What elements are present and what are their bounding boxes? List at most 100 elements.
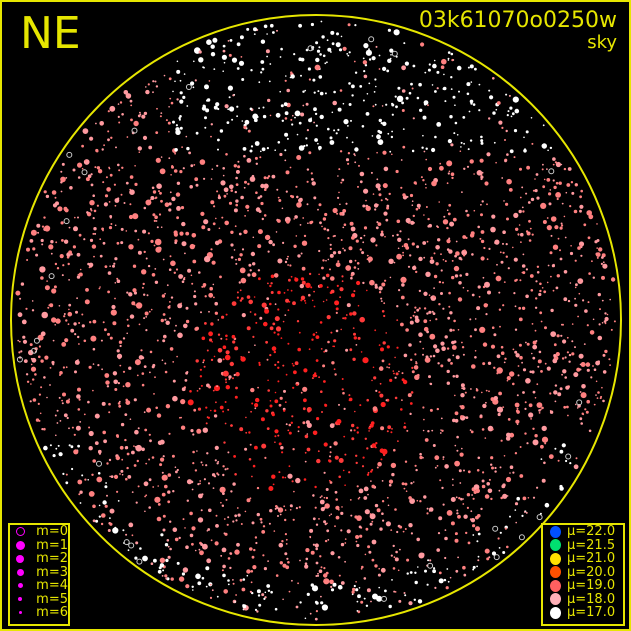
star-mark (381, 282, 386, 287)
star-mark (570, 181, 574, 184)
star-mark (279, 513, 282, 516)
star-mark (267, 560, 269, 562)
star-mark (319, 284, 323, 288)
star-mark (432, 444, 436, 447)
star-mark (463, 167, 466, 170)
star-mark (63, 239, 69, 244)
star-mark (532, 496, 536, 499)
bright-star-ring (548, 168, 555, 175)
star-mark (258, 361, 261, 364)
star-mark (363, 188, 369, 194)
star-mark (105, 380, 110, 385)
star-mark (401, 65, 406, 71)
star-mark (514, 509, 517, 511)
star-mark (198, 57, 204, 63)
star-mark (276, 188, 279, 191)
star-mark (422, 134, 424, 137)
star-mark (172, 527, 178, 532)
star-mark (269, 404, 273, 408)
star-mark (528, 239, 532, 242)
star-mark (260, 417, 265, 422)
star-mark (595, 252, 601, 257)
star-mark (600, 262, 604, 265)
star-mark (385, 399, 388, 402)
star-mark (277, 366, 280, 369)
star-mark (315, 331, 318, 334)
star-mark (437, 362, 440, 365)
star-mark (454, 444, 457, 447)
star-mark (507, 418, 511, 421)
star-mark (285, 543, 288, 545)
star-mark (381, 310, 385, 313)
star-mark (274, 316, 280, 322)
star-mark (571, 352, 575, 356)
star-mark (85, 177, 90, 182)
star-mark (254, 608, 258, 612)
star-mark (463, 469, 465, 472)
star-mark (162, 514, 166, 518)
star-mark (138, 355, 144, 360)
star-mark (212, 283, 215, 286)
star-mark (265, 409, 269, 413)
star-mark (404, 482, 408, 486)
star-mark (284, 533, 287, 536)
star-mark (386, 204, 390, 208)
star-mark (556, 197, 559, 201)
star-mark (285, 75, 287, 77)
star-mark (559, 387, 563, 391)
star-mark (139, 111, 141, 114)
star-mark (387, 58, 392, 63)
star-mark (378, 586, 381, 589)
star-mark (51, 288, 57, 294)
star-mark (74, 360, 80, 365)
star-mark (270, 590, 273, 594)
star-mark (176, 561, 180, 565)
star-mark (539, 282, 542, 286)
star-mark (424, 438, 429, 442)
star-mark (325, 496, 328, 500)
star-mark (404, 422, 406, 425)
star-mark (407, 393, 412, 398)
star-mark (419, 500, 422, 503)
star-mark (348, 397, 353, 402)
star-mark (470, 81, 473, 83)
star-mark (290, 275, 293, 278)
star-mark (471, 494, 473, 496)
star-mark (449, 115, 453, 119)
star-mark (424, 183, 427, 186)
star-mark (203, 365, 206, 368)
star-mark (397, 86, 401, 90)
star-mark (283, 389, 286, 393)
star-mark (43, 190, 47, 194)
star-mark (213, 205, 216, 208)
star-mark (204, 322, 207, 325)
star-mark (409, 316, 412, 319)
star-mark (358, 496, 361, 499)
star-mark (210, 539, 213, 542)
star-mark (561, 373, 563, 376)
star-mark (546, 225, 552, 231)
star-field (15, 20, 616, 621)
star-mark (234, 601, 236, 603)
star-mark (250, 410, 253, 413)
star-mark (514, 502, 519, 506)
star-mark (17, 339, 19, 342)
star-mark (144, 311, 149, 316)
star-mark (193, 164, 196, 166)
star-mark (396, 530, 399, 534)
star-mark (275, 326, 282, 332)
star-mark (462, 353, 465, 356)
star-mark (304, 434, 309, 439)
star-mark (331, 361, 335, 365)
star-mark (92, 217, 95, 220)
star-mark (426, 312, 429, 315)
star-mark (257, 386, 259, 389)
star-mark (454, 274, 459, 278)
star-mark (305, 548, 310, 553)
star-mark (124, 413, 128, 416)
star-mark (211, 473, 216, 477)
star-mark (291, 579, 293, 582)
star-mark (279, 396, 283, 400)
star-mark (328, 479, 331, 482)
star-mark (269, 63, 272, 65)
